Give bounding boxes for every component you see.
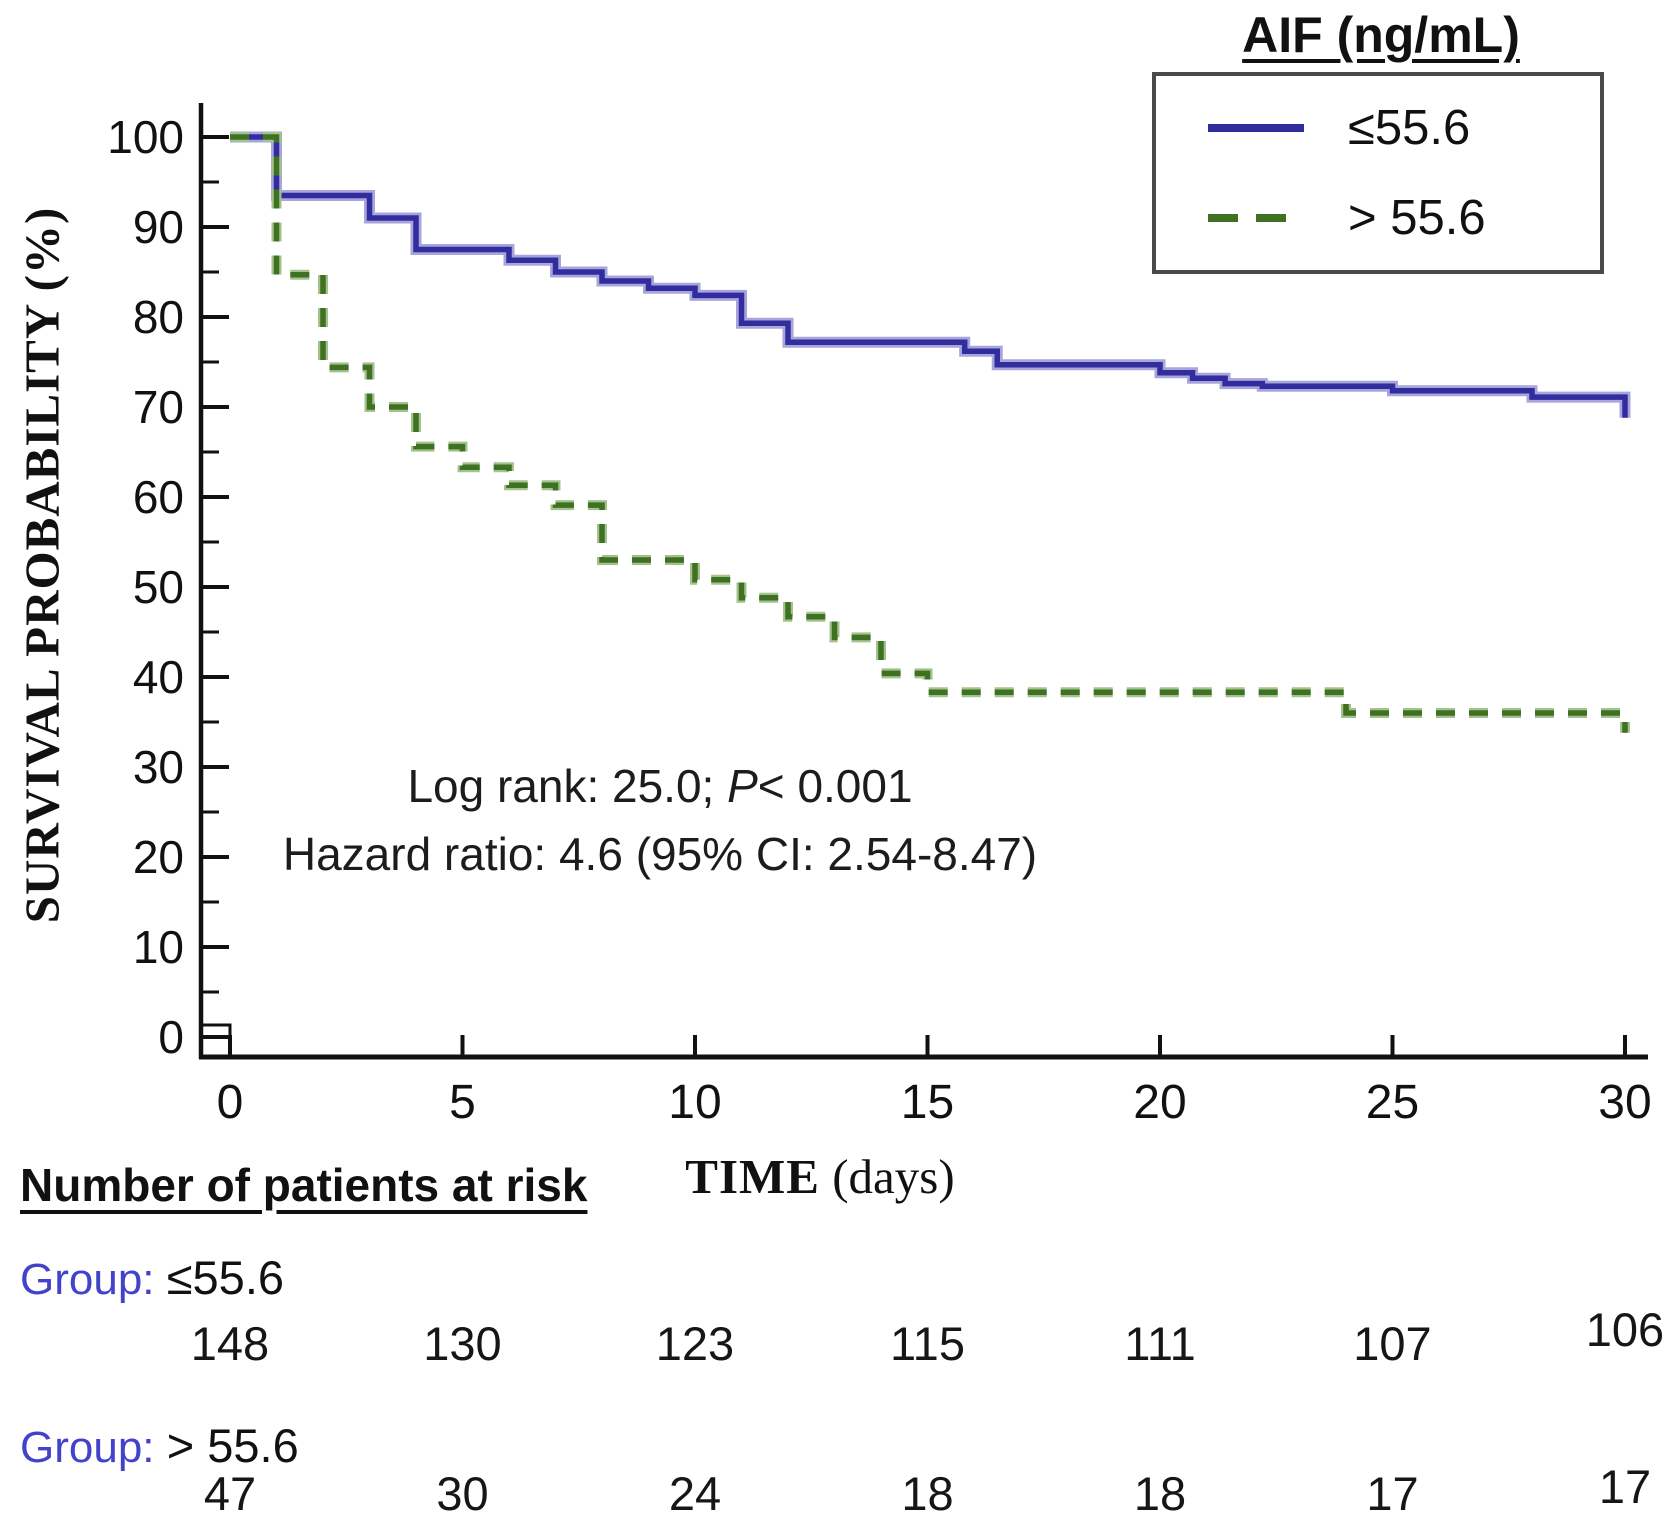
legend-solid-line-icon bbox=[1208, 124, 1304, 132]
log-rank-line: Log rank: 25.0; P< 0.001 bbox=[235, 752, 1085, 820]
y-tick-label: 10 bbox=[133, 921, 184, 973]
at-risk-count-group1-day10: 123 bbox=[655, 1317, 735, 1370]
stats-annotation: Log rank: 25.0; P< 0.001 Hazard ratio: 4… bbox=[235, 752, 1085, 888]
x-tick-label: 15 bbox=[901, 1076, 954, 1129]
x-tick-label: 0 bbox=[217, 1076, 244, 1129]
at-risk-count-group2-day0: 47 bbox=[203, 1467, 257, 1520]
x-axis-title-main: TIME bbox=[685, 1149, 820, 1204]
x-tick-label: 25 bbox=[1366, 1076, 1419, 1129]
series-curve-dashed bbox=[230, 134, 1628, 733]
legend-item-gt: > 55.6 bbox=[1208, 190, 1600, 246]
y-tick-label: 80 bbox=[133, 291, 184, 343]
y-tick-label: 70 bbox=[133, 381, 184, 433]
group-value-le: ≤55.6 bbox=[166, 1251, 285, 1304]
legend-item-le: ≤55.6 bbox=[1208, 100, 1600, 156]
p-value-text: < 0.001 bbox=[757, 760, 913, 812]
y-tick-label: 0 bbox=[158, 1011, 184, 1063]
group-label-gt: Group: > 55.6 bbox=[20, 1418, 299, 1473]
at-risk-header: Number of patients at risk bbox=[20, 1159, 588, 1211]
at-risk-count-group2-day30: 17 bbox=[1598, 1460, 1652, 1513]
group-value-gt: > 55.6 bbox=[166, 1419, 299, 1472]
at-risk-count-group1-day20: 111 bbox=[1124, 1317, 1196, 1370]
x-tick-label: 10 bbox=[668, 1076, 721, 1129]
at-risk-count-group1-day25: 107 bbox=[1353, 1317, 1432, 1370]
y-tick-label: 60 bbox=[133, 471, 184, 523]
at-risk-count-group1-day30: 106 bbox=[1585, 1303, 1665, 1356]
x-tick-label: 20 bbox=[1133, 1076, 1186, 1129]
legend-box: ≤55.6 > 55.6 bbox=[1152, 72, 1604, 274]
group-prefix-gt: Group: bbox=[20, 1423, 155, 1472]
group-label-le: Group: ≤55.6 bbox=[20, 1250, 284, 1305]
y-tick-label: 100 bbox=[107, 111, 184, 163]
at-risk-count-group2-day5: 30 bbox=[436, 1467, 489, 1520]
at-risk-row-le: 148 130 123 115 111 107 106 bbox=[0, 1303, 1676, 1376]
x-axis-title: TIME (days) bbox=[560, 1148, 1080, 1205]
group-prefix-le: Group: bbox=[20, 1255, 155, 1304]
hazard-ratio-line: Hazard ratio: 4.6 (95% CI: 2.54-8.47) bbox=[282, 828, 1038, 881]
at-risk-count-group2-day15: 18 bbox=[901, 1467, 954, 1520]
x-tick-label: 5 bbox=[449, 1076, 476, 1129]
axes: 0 10 20 30 40 50 60 70 80 90 100 0 5 10 15 20 25 30 bbox=[107, 103, 1652, 1129]
y-tick-label: 40 bbox=[133, 651, 184, 703]
series-curves bbox=[230, 131, 1631, 733]
y-tick-label: 90 bbox=[133, 201, 184, 253]
at-risk-row-gt: 47 30 24 18 18 17 17 bbox=[0, 1460, 1676, 1521]
x-axis-title-units: (days) bbox=[819, 1149, 955, 1204]
at-risk-count-group1-day5: 130 bbox=[423, 1317, 502, 1370]
at-risk-count-group1-day0: 148 bbox=[190, 1317, 270, 1370]
at-risk-count-group2-day10: 24 bbox=[668, 1467, 722, 1520]
at-risk-count-group1-day15: 115 bbox=[890, 1317, 965, 1370]
origin-notch bbox=[201, 1023, 232, 1057]
at-risk-count-group2-day25: 17 bbox=[1366, 1467, 1419, 1520]
y-tick-label: 20 bbox=[133, 831, 184, 883]
legend-title: AIF (ng/mL) bbox=[1242, 7, 1520, 63]
legend-label-gt: > 55.6 bbox=[1348, 191, 1486, 245]
legend-dashed-line-icon bbox=[1208, 214, 1304, 222]
log-rank-text: Log rank: 25.0; bbox=[407, 760, 728, 812]
y-tick-label: 30 bbox=[133, 741, 184, 793]
series-curve-solid bbox=[230, 134, 1628, 418]
at-risk-count-group2-day20: 18 bbox=[1133, 1467, 1187, 1520]
y-tick-label: 50 bbox=[133, 561, 184, 613]
legend-label-le: ≤55.6 bbox=[1348, 101, 1471, 155]
y-axis-title: SURVIVAL PROBABILITY (%) bbox=[14, 206, 70, 924]
p-symbol: P bbox=[727, 760, 758, 812]
x-tick-label: 30 bbox=[1598, 1076, 1651, 1129]
